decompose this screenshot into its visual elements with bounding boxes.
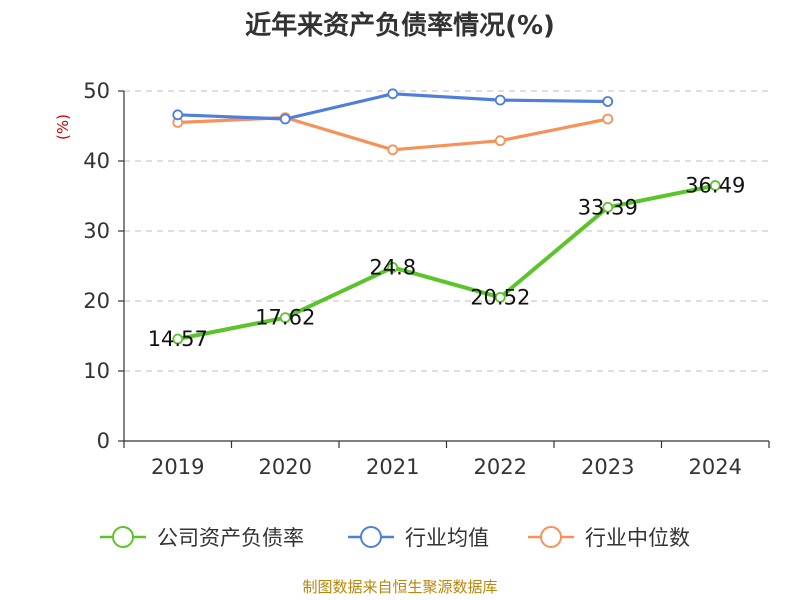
y-tick-label: 10 [83,359,110,383]
series-line [177,183,716,341]
data-point[interactable] [387,88,399,100]
legend-label: 行业均值 [405,526,489,550]
x-tick-label: 2023 [581,455,634,479]
y-tick-label: 30 [83,219,110,243]
y-tick-label: 0 [97,429,110,453]
series-1 [172,88,614,125]
source-note: 制图数据来自恒生聚源数据库 [302,578,497,596]
data-point[interactable] [602,113,614,125]
x-tick-label: 2019 [151,455,204,479]
y-tick-label: 40 [83,149,110,173]
grid-layer [124,90,769,372]
data-point[interactable] [387,261,399,273]
series-0 [172,180,721,345]
legend-item-0[interactable]: 公司资产负债率 [100,526,304,550]
legend-swatch-marker [540,526,562,548]
data-point[interactable] [494,291,506,303]
data-point[interactable] [602,96,614,107]
data-point[interactable] [494,135,506,147]
data-label: 17.62 [255,306,315,330]
x-tick-label: 2021 [366,455,419,479]
y-axis-unit-label: (%) [54,114,72,140]
data-point[interactable] [172,333,184,345]
data-point[interactable] [279,113,291,125]
data-point[interactable] [172,109,184,121]
legend-item-1[interactable]: 行业均值 [348,526,489,550]
legend-swatch-marker [112,526,134,548]
data-label: 20.52 [470,285,530,309]
axis-layer: 0 10 20 30 40 50 2019 2020 2021 2022 2023 2024 [83,79,770,479]
y-tick-label: 20 [83,289,110,313]
data-point[interactable] [494,94,506,106]
series-2 [172,112,614,156]
series-layer [172,88,721,345]
data-point[interactable] [279,312,291,324]
data-point[interactable] [709,180,721,191]
data-point[interactable] [387,144,399,156]
data-label-layer: 14.57 17.62 24.8 20.52 33.39 36.49 [148,174,746,351]
x-tick-label: 2024 [689,455,742,479]
legend-label: 公司资产负债率 [157,526,304,550]
data-label: 14.57 [148,327,208,351]
legend[interactable]: 公司资产负债率 行业均值 行业中位数 [100,526,690,550]
data-point[interactable] [602,201,614,213]
x-tick-label: 2022 [474,455,527,479]
legend-label: 行业中位数 [585,526,690,550]
data-label: 24.8 [369,255,416,279]
y-tick-label: 50 [83,79,110,103]
chart-title: 近年来资产负债率情况(%) [245,10,555,41]
legend-item-2[interactable]: 行业中位数 [528,526,690,550]
data-label: 36.49 [685,174,745,198]
legend-swatch-marker [360,526,382,548]
x-tick-label: 2020 [259,455,312,479]
data-label: 33.39 [578,195,638,219]
